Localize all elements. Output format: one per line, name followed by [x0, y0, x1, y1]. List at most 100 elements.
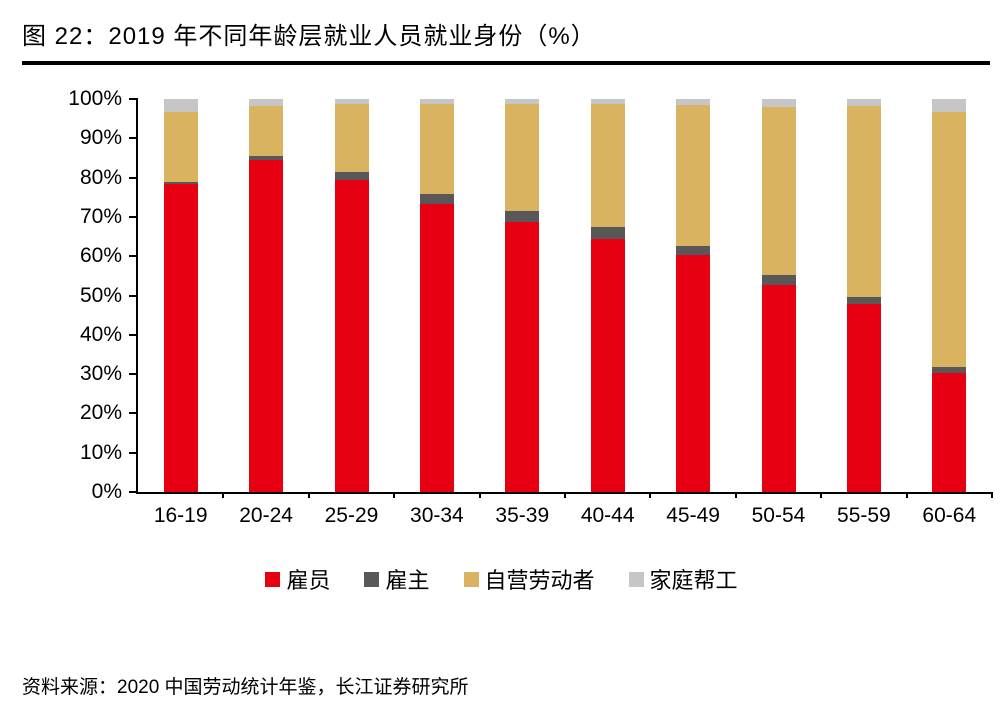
legend-swatch-icon: [265, 571, 281, 587]
y-axis-tick-label: 80%: [79, 165, 122, 189]
y-axis-tick-label: 20%: [79, 401, 122, 425]
bar-segment-雇员: [334, 179, 369, 492]
bar-segment-雇主: [676, 246, 711, 256]
y-axis-tick: [129, 255, 138, 258]
y-axis-tick: [129, 294, 138, 297]
bar-segment-雇主: [419, 194, 454, 205]
bar-segment-家庭帮工: [590, 99, 625, 104]
y-axis-tick-label: 0%: [91, 480, 122, 503]
bar-segment-自营劳动者: [846, 106, 881, 297]
y-axis-tick: [129, 491, 138, 493]
bar-segment-自营劳动者: [419, 104, 454, 195]
stacked-bar-40-44: [590, 99, 625, 492]
bar-segment-家庭帮工: [163, 99, 198, 112]
y-axis-tick-label: 50%: [79, 283, 122, 307]
y-axis-tick-label: 70%: [79, 204, 122, 228]
bar-segment-雇员: [846, 304, 881, 492]
x-axis-tick: [393, 492, 396, 498]
bar-segment-雇主: [932, 367, 967, 373]
bar-segment-雇主: [846, 296, 881, 305]
bar-segment-家庭帮工: [249, 99, 284, 106]
bar-segment-雇员: [505, 222, 540, 492]
bar-segment-雇主: [590, 227, 625, 239]
y-axis-tick: [129, 137, 138, 140]
x-axis-category-label: 25-29: [324, 504, 379, 527]
y-axis-tick: [129, 176, 138, 179]
x-axis-category-label: 50-54: [751, 504, 806, 527]
bar-segment-雇员: [761, 284, 796, 492]
x-axis-category-label: 20-24: [239, 504, 293, 527]
stacked-bar-60-64: [932, 99, 967, 492]
y-axis-tick: [129, 98, 138, 100]
legend-item-自营劳动者: 自营劳动者: [463, 563, 595, 595]
legend-item-家庭帮工: 家庭帮工: [628, 563, 738, 595]
x-axis-tick: [820, 492, 823, 498]
legend-label: 雇员: [286, 568, 331, 593]
legend-swatch-icon: [364, 571, 380, 587]
bar-segment-雇主: [163, 181, 198, 184]
y-axis-tick-label: 100%: [68, 87, 122, 110]
x-axis-tick: [478, 492, 481, 498]
y-axis-tick: [129, 412, 138, 415]
legend-label: 雇主: [385, 568, 430, 593]
x-axis-tick: [307, 492, 310, 498]
bar-segment-雇员: [249, 159, 284, 492]
stacked-bar-35-39: [505, 99, 540, 492]
bar-segment-自营劳动者: [590, 103, 625, 228]
bar-segment-雇员: [590, 238, 625, 492]
bar-segment-自营劳动者: [334, 104, 369, 172]
y-axis-tick-label: 40%: [79, 322, 122, 346]
y-axis-tick: [129, 373, 138, 376]
bar-segment-家庭帮工: [761, 99, 796, 107]
legend-item-雇主: 雇主: [364, 563, 430, 595]
bar-segment-家庭帮工: [676, 99, 711, 105]
y-axis-tick-label: 30%: [79, 362, 122, 386]
x-axis-tick: [991, 492, 993, 498]
y-axis-tick: [129, 215, 138, 218]
bar-segment-雇主: [249, 156, 284, 160]
legend-swatch-icon: [463, 571, 479, 587]
y-axis-tick-label: 60%: [79, 244, 122, 268]
x-axis-tick: [734, 492, 737, 498]
chart-legend: 雇员 雇主 自营劳动者 家庭帮工: [0, 563, 1003, 595]
bar-segment-雇主: [761, 275, 796, 285]
bar-segment-雇员: [676, 255, 711, 492]
stacked-bar-30-34: [419, 99, 454, 492]
y-axis-tick: [129, 333, 138, 336]
stacked-bar-chart-plot-area: 0% 10% 20% 30% 40% 50% 60% 70% 80% 90% 100% 16-19 20…: [68, 88, 993, 527]
x-axis-tick: [564, 492, 566, 498]
bar-segment-家庭帮工: [846, 99, 881, 107]
x-axis-tick: [649, 492, 652, 498]
stacked-bar-20-24: [249, 99, 284, 492]
bar-segment-自营劳动者: [249, 105, 284, 156]
bar-segment-雇主: [505, 210, 540, 223]
y-axis-tick: [129, 451, 138, 454]
bar-segment-雇员: [419, 204, 454, 492]
bar-segment-家庭帮工: [419, 99, 454, 105]
bar-segment-雇员: [932, 372, 967, 492]
source-note: 资料来源：2020 中国劳动统计年鉴，长江证券研究所: [22, 677, 469, 698]
bar-segment-雇员: [163, 183, 198, 492]
x-axis-category-label: 60-64: [922, 504, 977, 527]
x-axis-tick: [905, 492, 908, 498]
y-axis-tick-label: 10%: [79, 440, 122, 464]
stacked-bar-45-49: [676, 99, 711, 492]
stacked-bar-55-59: [846, 99, 881, 492]
bar-segment-自营劳动者: [932, 111, 967, 368]
bar-segment-自营劳动者: [676, 104, 711, 246]
figure-title: 图 22：2019 年不同年龄层就业人员就业身份（%）: [22, 23, 596, 50]
y-axis-tick-label: 90%: [79, 126, 122, 150]
x-axis-category-label: 45-49: [666, 504, 720, 527]
stacked-bar-50-54: [761, 99, 796, 492]
bar-segment-家庭帮工: [932, 99, 967, 112]
x-axis-tick: [222, 492, 225, 498]
legend-label: 自营劳动者: [484, 568, 595, 593]
stacked-bar-16-19: [163, 99, 198, 492]
bar-segment-雇主: [334, 171, 369, 180]
bar-segment-自营劳动者: [505, 103, 540, 211]
bar-segment-家庭帮工: [505, 99, 540, 104]
legend-item-雇员: 雇员: [265, 563, 330, 595]
x-axis-category-label: 40-44: [580, 504, 635, 527]
bar-segment-自营劳动者: [761, 106, 796, 276]
